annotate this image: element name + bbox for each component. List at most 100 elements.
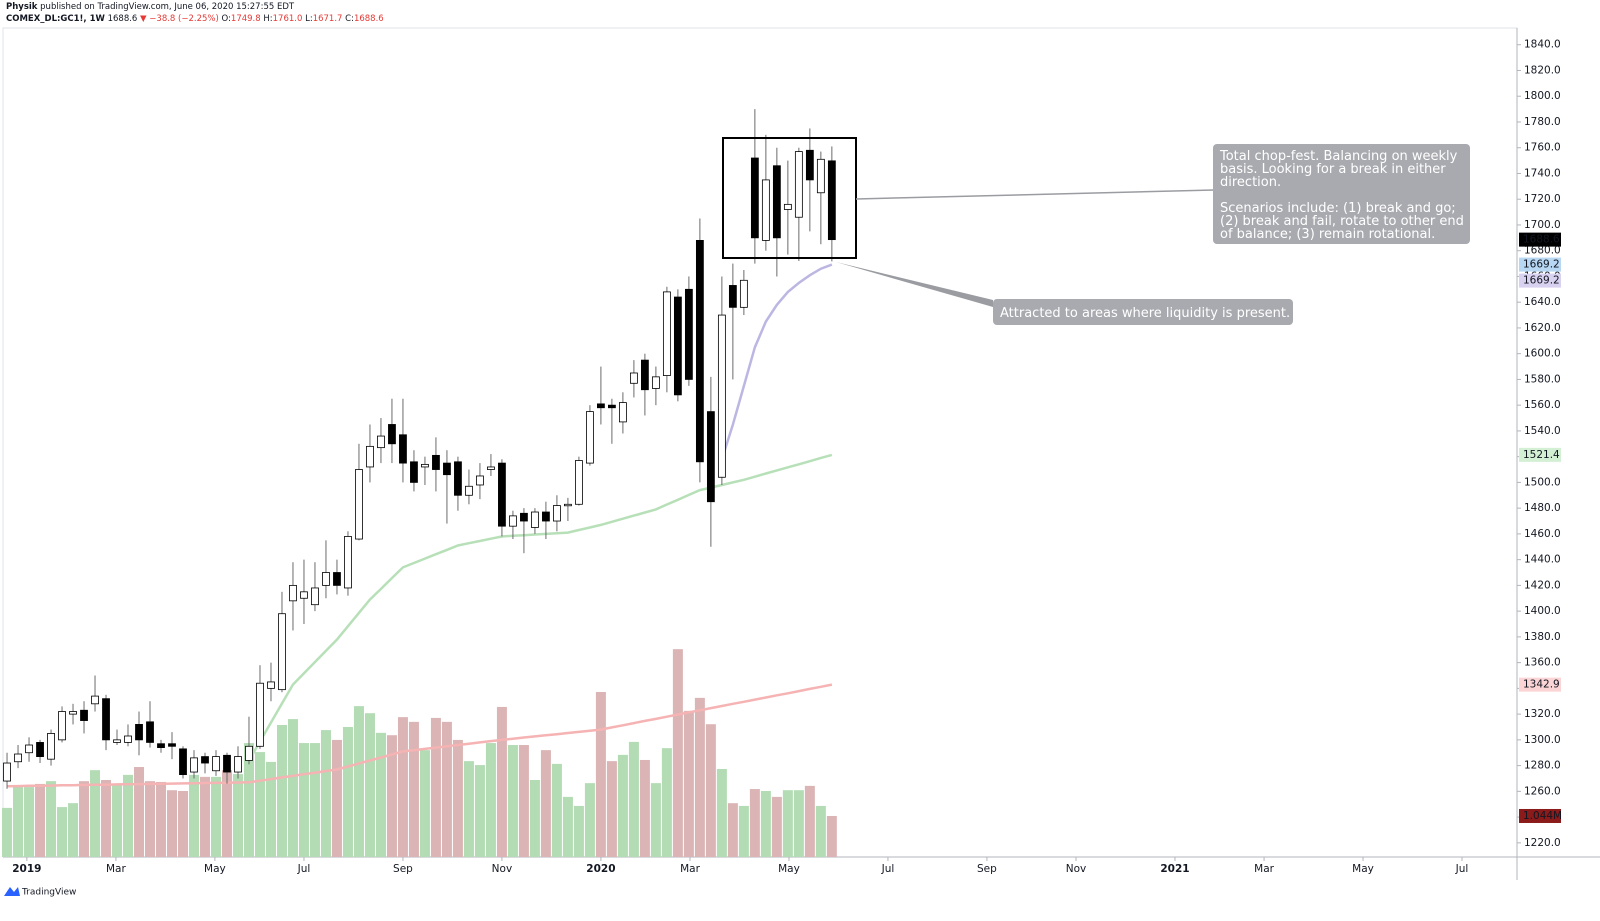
volume-badge-label: 1.044M (1523, 810, 1562, 822)
volume-bar (672, 649, 683, 857)
candle-body (432, 454, 440, 470)
callout-text: Scenarios include: (1) break and go; (1220, 201, 1456, 216)
moving-average (6, 683, 833, 788)
volume-bar (287, 719, 298, 857)
candle-body (728, 285, 737, 308)
volume-bar (188, 774, 199, 857)
volume-bar (342, 726, 353, 857)
candle-body (706, 411, 715, 503)
header-line: COMEX_DL:GC1!, 1W 1688.6 ▼ −38.8 (−2.25%… (6, 13, 384, 25)
ohlc-label: C: (345, 14, 354, 24)
volume-bar (167, 790, 178, 857)
volume-bar (694, 697, 705, 857)
connector (855, 189, 1215, 200)
volume-bar (518, 745, 529, 857)
candle-body (783, 203, 792, 210)
candle-body (465, 485, 473, 496)
volume-bar (793, 790, 804, 857)
volume-bar (474, 765, 485, 857)
volume-bar (771, 796, 782, 857)
volume-bar (397, 717, 408, 857)
candle-body (629, 372, 638, 384)
volume-bar (408, 721, 419, 857)
moving-average (247, 453, 833, 762)
ohlc-label: H: (263, 14, 273, 24)
candle-body (146, 721, 154, 743)
ohlc-label: O: (221, 14, 231, 24)
volume-bar (68, 803, 79, 857)
price-badge (1519, 232, 1561, 247)
callout-text: (2) break and fail, rotate to other end (1220, 214, 1464, 229)
y-tick-label: 1800.0 (1524, 90, 1561, 102)
y-tick-label: 1500.0 (1524, 476, 1561, 488)
candle-body (102, 698, 110, 741)
candle-body (201, 756, 209, 764)
volume-bar (540, 750, 551, 857)
volume-bar (364, 713, 375, 857)
price-badge (1519, 677, 1561, 692)
volume-bar (441, 721, 452, 857)
candle-body (717, 314, 726, 478)
x-tick-label: May (1352, 863, 1374, 875)
y-tick-label: 1300.0 (1524, 734, 1561, 746)
volume-bar (309, 743, 320, 857)
candle-body (520, 512, 528, 522)
volume-bar (463, 761, 474, 857)
volume-bar (123, 774, 134, 857)
y-tick-label: 1700.0 (1524, 219, 1561, 231)
ohlc-label: L: (305, 14, 313, 24)
volume-bar (826, 815, 837, 857)
price-badge (1519, 273, 1561, 288)
y-tick-label: 1320.0 (1524, 708, 1561, 720)
candle-body (695, 239, 704, 463)
y-tick-label: 1420.0 (1524, 579, 1561, 591)
candle-body (662, 291, 671, 376)
y-tick-label: 1440.0 (1524, 554, 1561, 566)
candle-body (80, 709, 88, 721)
x-tick-label: Sep (393, 863, 413, 875)
volume-bar (650, 783, 661, 857)
y-tick-label: 1580.0 (1524, 373, 1561, 385)
candle-body (454, 461, 462, 496)
volume-bar (298, 743, 309, 857)
volume-bar (254, 752, 265, 857)
volume-bar (101, 779, 112, 857)
volume-bar (145, 781, 156, 857)
volume-bar (738, 805, 749, 857)
volume-bar (452, 739, 463, 857)
header: Physik published on TradingView.com, Jun… (6, 1, 384, 25)
candle-body (3, 762, 11, 782)
y-tick-label: 1400.0 (1524, 605, 1561, 617)
x-tick-label: 2019 (12, 863, 41, 875)
volume-bar (782, 790, 793, 857)
volume-bar (57, 807, 68, 857)
y-tick-label: 1600.0 (1524, 348, 1561, 360)
volume-bar (156, 781, 167, 857)
volume-bar (595, 691, 606, 857)
connector (836, 262, 993, 307)
y-tick-label: 1220.0 (1524, 837, 1561, 849)
price-badge-label: 1669.2 (1523, 275, 1560, 287)
candle-body (234, 756, 242, 773)
y-tick-label: 1680.0 (1524, 245, 1561, 257)
x-tick-label: Nov (1066, 863, 1087, 875)
volume-bar (320, 730, 331, 857)
x-tick-label: Mar (680, 863, 700, 875)
candle-body (608, 404, 616, 409)
x-tick-label: Sep (977, 863, 997, 875)
volume-bar (331, 739, 342, 857)
candle-body (487, 466, 495, 470)
x-tick-label: Jul (1455, 863, 1469, 875)
price-badge-label: 1342.9 (1523, 679, 1560, 691)
last-price: 1688.6 (107, 14, 138, 24)
callout-box (993, 299, 1293, 325)
candle-body (553, 505, 561, 522)
candle-body (805, 149, 814, 181)
candle-body (443, 462, 451, 476)
ohlc-value: 1761.0 (272, 14, 303, 24)
volume-bar (628, 741, 639, 857)
volume-bar (716, 768, 727, 857)
volume-bar (683, 710, 694, 857)
